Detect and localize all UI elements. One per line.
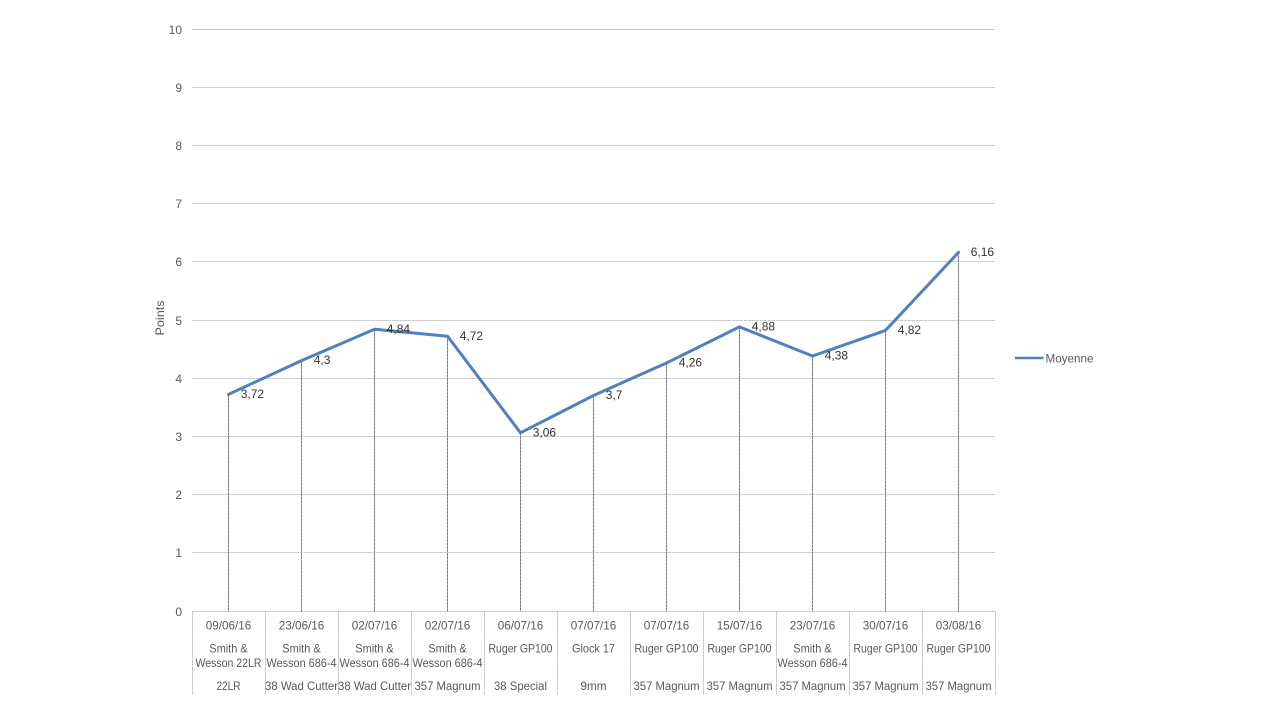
svg-text:03/08/16: 03/08/16 [936, 618, 982, 632]
svg-text:3,72: 3,72 [241, 387, 265, 401]
svg-text:5: 5 [175, 314, 182, 328]
svg-text:02/07/16: 02/07/16 [425, 618, 471, 632]
svg-text:Smith &: Smith & [355, 641, 394, 655]
svg-text:3,7: 3,7 [606, 388, 623, 402]
svg-text:02/07/16: 02/07/16 [352, 618, 398, 632]
svg-text:6,16: 6,16 [971, 245, 995, 259]
svg-text:09/06/16: 09/06/16 [206, 618, 252, 632]
svg-text:Ruger GP100: Ruger GP100 [635, 641, 699, 655]
svg-text:Ruger GP100: Ruger GP100 [489, 641, 553, 655]
svg-text:Ruger GP100: Ruger GP100 [708, 641, 772, 655]
svg-text:4,26: 4,26 [679, 356, 703, 370]
svg-text:10: 10 [169, 23, 183, 37]
svg-text:4,88: 4,88 [752, 320, 776, 334]
svg-text:Wesson 686-4: Wesson 686-4 [340, 656, 410, 670]
svg-text:07/07/16: 07/07/16 [571, 618, 617, 632]
svg-text:06/07/16: 06/07/16 [498, 618, 544, 632]
svg-text:1: 1 [175, 546, 182, 560]
svg-text:Ruger GP100: Ruger GP100 [854, 641, 918, 655]
svg-text:38 Wad Cutter: 38 Wad Cutter [265, 679, 338, 693]
svg-text:357 Magnum: 357 Magnum [926, 679, 992, 693]
svg-text:23/07/16: 23/07/16 [790, 618, 836, 632]
svg-text:4: 4 [175, 372, 182, 386]
svg-text:9mm: 9mm [581, 679, 607, 693]
svg-text:4,84: 4,84 [387, 322, 411, 336]
svg-text:38 Special: 38 Special [494, 679, 547, 693]
svg-text:Wesson 686-4: Wesson 686-4 [267, 656, 337, 670]
svg-text:6: 6 [175, 255, 182, 269]
svg-text:8: 8 [175, 139, 182, 153]
svg-text:3,06: 3,06 [533, 425, 557, 439]
svg-text:07/07/16: 07/07/16 [644, 618, 690, 632]
svg-text:357 Magnum: 357 Magnum [707, 679, 773, 693]
svg-text:4,3: 4,3 [314, 353, 331, 367]
svg-text:22LR: 22LR [217, 679, 241, 693]
svg-text:Smith &: Smith & [793, 641, 832, 655]
svg-text:357 Magnum: 357 Magnum [415, 679, 481, 693]
svg-text:357 Magnum: 357 Magnum [634, 679, 700, 693]
svg-text:4,38: 4,38 [825, 349, 849, 363]
svg-text:Points: Points [153, 301, 167, 336]
svg-text:9: 9 [175, 81, 182, 95]
svg-text:Smith &: Smith & [209, 641, 248, 655]
svg-text:357 Magnum: 357 Magnum [853, 679, 919, 693]
svg-text:4,82: 4,82 [898, 323, 922, 337]
svg-text:2: 2 [175, 488, 182, 502]
svg-text:Wesson 686-4: Wesson 686-4 [413, 656, 483, 670]
svg-text:7: 7 [175, 197, 182, 211]
svg-text:Smith &: Smith & [428, 641, 467, 655]
svg-text:4,72: 4,72 [460, 329, 484, 343]
svg-text:357 Magnum: 357 Magnum [780, 679, 846, 693]
svg-text:15/07/16: 15/07/16 [717, 618, 763, 632]
svg-text:23/06/16: 23/06/16 [279, 618, 325, 632]
svg-text:Ruger GP100: Ruger GP100 [927, 641, 991, 655]
svg-text:Wesson 686-4: Wesson 686-4 [778, 656, 848, 670]
svg-text:Glock 17: Glock 17 [572, 641, 615, 655]
svg-text:Moyenne: Moyenne [1046, 351, 1094, 365]
svg-text:0: 0 [175, 605, 182, 619]
svg-text:Wesson 22LR: Wesson 22LR [196, 656, 262, 670]
svg-text:38 Wad Cutter: 38 Wad Cutter [338, 679, 411, 693]
svg-text:Smith &: Smith & [282, 641, 321, 655]
svg-text:3: 3 [175, 430, 182, 444]
svg-text:30/07/16: 30/07/16 [863, 618, 909, 632]
